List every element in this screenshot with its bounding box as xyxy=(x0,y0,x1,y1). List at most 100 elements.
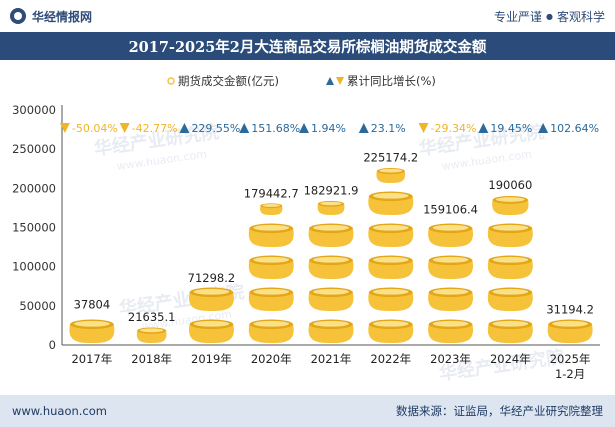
brand: 华经情报网 xyxy=(10,8,92,25)
top-bar: 华经情报网 专业严谨 ● 客观科学 xyxy=(0,0,615,32)
bar-4 xyxy=(248,203,294,343)
footer: www.huaon.com 数据来源：证监局，华经产业研究院整理 xyxy=(0,395,615,427)
coin-icon xyxy=(368,287,414,311)
growth-marker-6: 23.1% xyxy=(358,122,406,135)
coin-icon xyxy=(368,223,414,247)
footer-url: www.huaon.com xyxy=(12,404,107,418)
bar-value-label: 182921.9 xyxy=(304,184,359,198)
coin-icon xyxy=(487,255,533,279)
footer-source: 数据来源：证监局，华经产业研究院整理 xyxy=(396,404,603,418)
bar-6 xyxy=(368,167,414,343)
growth-up-icon xyxy=(239,123,250,133)
growth-label: 102.64% xyxy=(550,122,599,135)
chart-title-bar: 2017-2025年2月大连商品交易所棕榈油期货成交金额 xyxy=(0,32,615,60)
coin-icon xyxy=(136,327,167,343)
x-tick-label: 2023年 xyxy=(430,352,471,366)
coin-icon xyxy=(260,203,283,215)
coin-icon xyxy=(428,223,474,247)
coin-icon xyxy=(487,223,533,247)
coin-icon xyxy=(308,255,354,279)
coin-icon xyxy=(487,319,533,343)
slogan-left: 专业严谨 xyxy=(493,9,542,24)
growth-marker-4: 151.68% xyxy=(239,122,300,135)
coin-icon xyxy=(69,319,115,343)
bar-value-label: 21635.1 xyxy=(128,310,176,324)
slogan: 专业严谨 ● 客观科学 xyxy=(494,8,605,25)
growth-label: 23.1% xyxy=(371,122,406,135)
growth-label: -42.77% xyxy=(132,122,178,135)
slogan-separator: ● xyxy=(546,11,553,21)
growth-marker-3: 229.55% xyxy=(179,122,240,135)
bar-9 xyxy=(547,319,593,343)
x-tick-label: 2022年 xyxy=(370,352,411,366)
bar-value-label: 71298.2 xyxy=(188,271,236,285)
coin-icon xyxy=(308,287,354,311)
bar-8 xyxy=(487,195,533,343)
bar-5 xyxy=(308,200,354,343)
legend-coin-marker xyxy=(167,77,175,85)
y-tick-label: 200000 xyxy=(12,181,56,195)
coin-icon xyxy=(188,287,234,311)
y-tick-label: 150000 xyxy=(12,221,56,235)
growth-up-icon xyxy=(179,123,190,133)
coin-icon xyxy=(547,319,593,343)
x-tick-label: 2019年 xyxy=(191,352,232,366)
growth-marker-5: 1.94% xyxy=(299,122,346,135)
x-tick-label: 2018年 xyxy=(131,352,172,366)
coin-icon xyxy=(188,319,234,343)
bar-value-label: 190060 xyxy=(488,178,532,192)
coin-icon xyxy=(248,223,294,247)
growth-marker-8: 19.45% xyxy=(478,122,532,135)
coin-icon xyxy=(376,167,406,183)
legend-up-triangle-icon xyxy=(326,77,334,85)
coin-icon xyxy=(368,191,414,215)
growth-up-icon xyxy=(478,123,489,133)
bar-value-label: 31194.2 xyxy=(546,303,594,317)
coin-icon xyxy=(368,319,414,343)
coin-icon xyxy=(248,319,294,343)
chart-title: 2017-2025年2月大连商品交易所棕榈油期货成交金额 xyxy=(128,38,487,56)
growth-marker-9: 102.64% xyxy=(538,122,599,135)
coin-icon xyxy=(308,223,354,247)
growth-up-icon xyxy=(538,123,549,133)
growth-marker-1: -50.04% xyxy=(59,122,118,135)
growth-label: 1.94% xyxy=(311,122,346,135)
growth-marker-7: -29.34% xyxy=(418,122,477,135)
growth-label: -29.34% xyxy=(431,122,477,135)
bar-1 xyxy=(69,319,115,343)
bar-value-label: 179442.7 xyxy=(244,186,299,200)
coin-icon xyxy=(487,287,533,311)
growth-up-icon xyxy=(358,123,369,133)
y-tick-label: 0 xyxy=(49,338,56,352)
x-tick-label: 2025年 1-2月 xyxy=(550,352,591,381)
coin-icon xyxy=(248,287,294,311)
coin-icon xyxy=(428,319,474,343)
growth-label: 19.45% xyxy=(490,122,532,135)
bar-value-label: 159106.4 xyxy=(423,202,478,216)
y-tick-label: 100000 xyxy=(12,260,56,274)
growth-label: 151.68% xyxy=(251,122,300,135)
slogan-right: 客观科学 xyxy=(556,9,605,24)
coin-icon xyxy=(428,287,474,311)
growth-label: -50.04% xyxy=(72,122,118,135)
coin-icon xyxy=(368,255,414,279)
legend-down-triangle-icon xyxy=(336,77,344,85)
brand-name: 华经情报网 xyxy=(32,9,93,24)
growth-up-icon xyxy=(299,123,309,133)
x-tick-label: 2020年 xyxy=(251,352,292,366)
y-tick-label: 50000 xyxy=(19,299,56,313)
chart-svg: 华经产业研究院www.huaon.com华经产业研究院www.huaon.com… xyxy=(12,74,600,385)
legend: 期货成交金额(亿元) 累计同比增长(%) xyxy=(167,74,436,88)
growth-label: 229.55% xyxy=(191,122,240,135)
bar-2 xyxy=(136,327,167,343)
bar-value-label: 225174.2 xyxy=(363,151,418,165)
bar-3 xyxy=(188,287,234,343)
y-tick-label: 250000 xyxy=(12,142,56,156)
coin-icon xyxy=(248,255,294,279)
bar-value-label: 37804 xyxy=(74,297,111,311)
growth-marker-2: -42.77% xyxy=(119,122,178,135)
growth-down-icon xyxy=(59,123,70,133)
coin-icon xyxy=(428,255,474,279)
legend-label-amount: 期货成交金额(亿元) xyxy=(178,74,279,88)
bar-7 xyxy=(428,223,474,343)
